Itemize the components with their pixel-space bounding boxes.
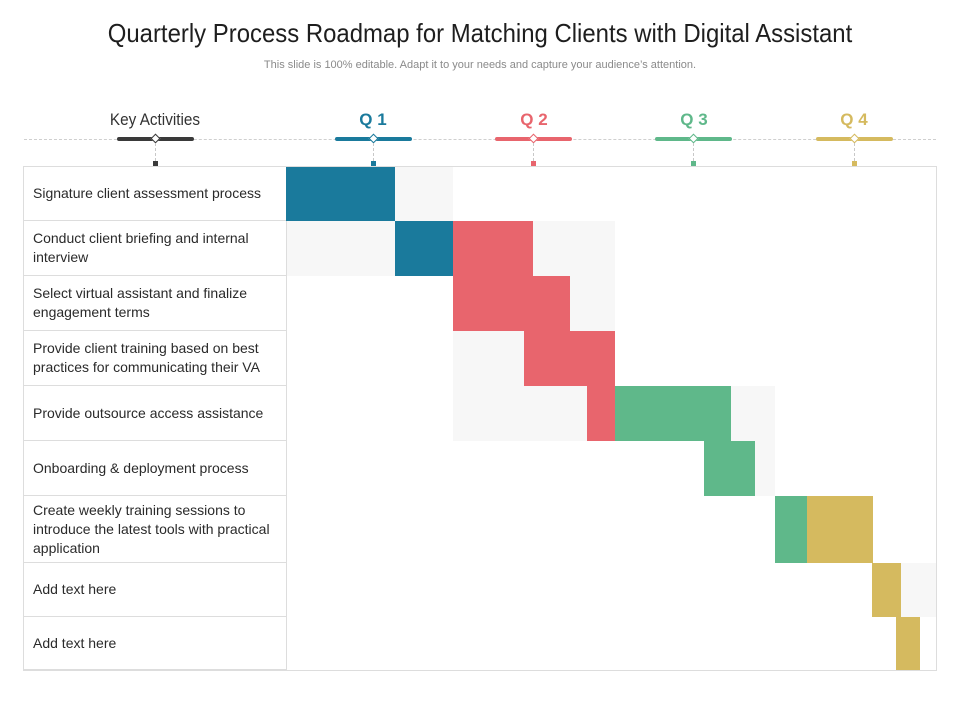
activity-row-3: Select virtual assistant and finalize en…: [24, 276, 286, 331]
gantt-shade: [731, 386, 775, 441]
gantt-bar-q2: [524, 331, 615, 386]
page-subtitle: This slide is 100% editable. Adapt it to…: [263, 59, 697, 71]
quarter-diamond-q3: [688, 133, 699, 144]
gantt-shade: [453, 386, 587, 441]
gantt-shade: [533, 221, 615, 276]
quarter-connector-q2: [533, 143, 534, 161]
quarter-stub-q2: [531, 161, 536, 166]
quarter-stub-q1: [371, 161, 376, 166]
activity-row-2: Conduct client briefing and internal int…: [24, 221, 286, 276]
gantt-bar-q3: [615, 386, 731, 441]
quarter-header-q2: Q 2: [520, 110, 548, 129]
gantt-shade: [453, 331, 524, 386]
quarter-header-q4: Q 4: [840, 110, 868, 129]
gantt-bar-q1: [395, 221, 453, 276]
quarter-connector-q4: [854, 143, 855, 161]
activity-row-6: Onboarding & deployment process: [24, 441, 286, 496]
activity-row-9: Add text here: [24, 617, 286, 670]
key-activities-stub: [153, 161, 158, 166]
gantt-bar-q2: [453, 276, 570, 331]
gantt-shade: [395, 167, 453, 221]
quarter-header-q3: Q 3: [680, 110, 708, 129]
activity-row-1: Signature client assessment process: [24, 167, 286, 221]
key-activities-header: Key Activities: [109, 110, 201, 129]
gantt-bar-q4: [807, 496, 873, 563]
gantt-bar-q2: [453, 221, 533, 276]
gantt-shade: [286, 221, 395, 276]
gantt-bar-q4: [872, 563, 901, 617]
quarter-header-q1: Q 1: [359, 110, 387, 129]
quarter-diamond-q4: [849, 133, 860, 144]
gantt-bar-q3: [704, 441, 755, 496]
activity-row-8: Add text here: [24, 563, 286, 617]
gantt-shade: [570, 276, 615, 331]
quarter-stub-q3: [691, 161, 696, 166]
quarter-stub-q4: [852, 161, 857, 166]
key-activities-diamond: [150, 133, 161, 144]
header-dashed-line: [24, 139, 936, 140]
quarter-diamond-q1: [368, 133, 379, 144]
gantt-bar-q4: [896, 617, 920, 670]
key-activities-connector: [155, 143, 156, 161]
gantt-bar-q2: [587, 386, 615, 441]
gantt-bar-q1: [286, 167, 395, 221]
quarter-diamond-q2: [528, 133, 539, 144]
gantt-bar-q3: [775, 496, 807, 563]
page-title: Quarterly Process Roadmap for Matching C…: [107, 18, 853, 48]
activity-row-5: Provide outsource access assistance: [24, 386, 286, 441]
quarter-connector-q1: [373, 143, 374, 161]
activity-row-7: Create weekly training sessions to intro…: [24, 496, 286, 563]
quarter-connector-q3: [693, 143, 694, 161]
activity-row-4: Provide client training based on best pr…: [24, 331, 286, 386]
table-column-divider: [286, 167, 287, 670]
gantt-table: Signature client assessment process Cond…: [23, 166, 937, 671]
gantt-shade: [755, 441, 775, 496]
gantt-shade: [901, 563, 936, 617]
